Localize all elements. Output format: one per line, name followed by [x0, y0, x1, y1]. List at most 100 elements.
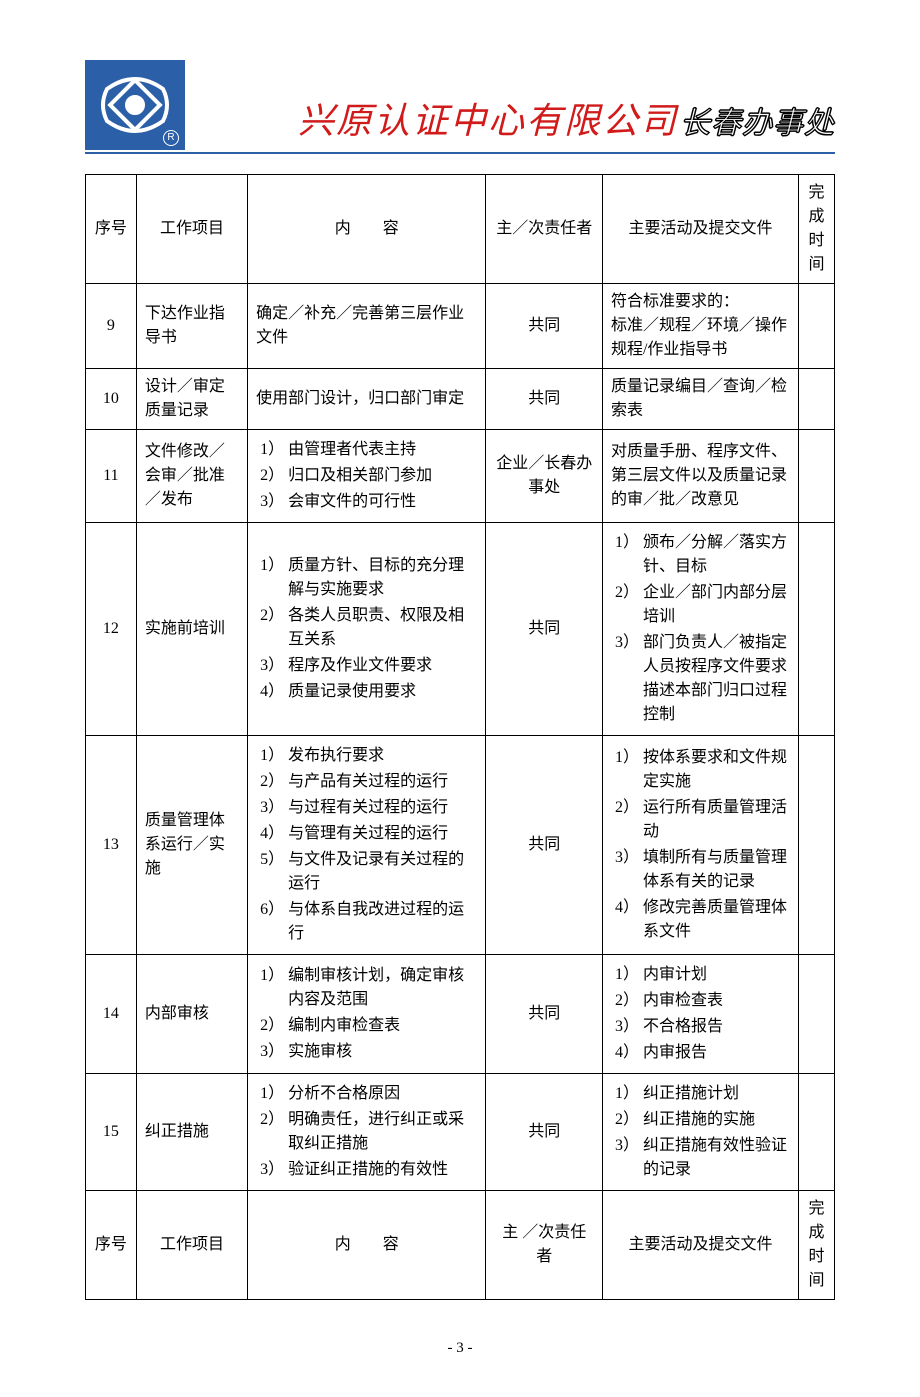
page-header: R 兴原认证中心有限公司 长春办事处 — [85, 60, 835, 154]
cell-content: 1） 由管理者代表主持2） 归口及相关部门参加3） 会审文件的可行性 — [248, 430, 486, 523]
cell-index: 9 — [86, 284, 137, 369]
list-item: 4） 内审报告 — [615, 1041, 790, 1065]
cell-project: 下达作业指导书 — [136, 284, 247, 369]
cell-responsible: 共同 — [486, 736, 603, 955]
cell-activity: 符合标准要求的：标准／规程／环境／操作规程/作业指导书 — [602, 284, 798, 369]
list-item: 1） 分析不合格原因 — [260, 1082, 477, 1106]
col-footer-content: 内 容 — [248, 1191, 486, 1300]
cell-time — [798, 284, 834, 369]
cell-responsible: 共同 — [486, 523, 603, 736]
list-item: 6） 与体系自我改进过程的运行 — [260, 898, 477, 946]
table-row: 10设计／审定质量记录使用部门设计，归口部门审定共同质量记录编目／查询／检索表 — [86, 369, 835, 430]
table-body: 9下达作业指导书确定／补充／完善第三层作业文件共同符合标准要求的：标准／规程／环… — [86, 284, 835, 1191]
list-item: 2） 各类人员职责、权限及相互关系 — [260, 604, 477, 652]
table-row: 9下达作业指导书确定／补充／完善第三层作业文件共同符合标准要求的：标准／规程／环… — [86, 284, 835, 369]
table-row: 15纠正措施1） 分析不合格原因2） 明确责任，进行纠正或采取纠正措施3） 验证… — [86, 1074, 835, 1191]
col-header-time: 完成时间 — [798, 175, 834, 284]
list-item: 3） 纠正措施有效性验证的记录 — [615, 1134, 790, 1182]
list-item: 2） 企业／部门内部分层培训 — [615, 581, 790, 629]
table-row: 14内部审核1） 编制审核计划，确定审核内容及范围2） 编制内审检查表3） 实施… — [86, 955, 835, 1074]
cell-activity: 1） 颁布／分解／落实方针、目标2） 企业／部门内部分层培训3） 部门负责人／被… — [602, 523, 798, 736]
cell-content: 确定／补充／完善第三层作业文件 — [248, 284, 486, 369]
col-header-activity: 主要活动及提交文件 — [602, 175, 798, 284]
list-item: 2） 与产品有关过程的运行 — [260, 770, 477, 794]
cell-responsible: 共同 — [486, 955, 603, 1074]
cell-activity: 质量记录编目／查询／检索表 — [602, 369, 798, 430]
list-item: 2） 纠正措施的实施 — [615, 1108, 790, 1132]
list-item: 1） 由管理者代表主持 — [260, 438, 477, 462]
table-row: 11文件修改／会审／批准／发布1） 由管理者代表主持2） 归口及相关部门参加3）… — [86, 430, 835, 523]
list-item: 5） 与文件及记录有关过程的运行 — [260, 848, 477, 896]
col-header-responsible: 主／次责任者 — [486, 175, 603, 284]
main-table: 序号 工作项目 内 容 主／次责任者 主要活动及提交文件 完成时间 9下达作业指… — [85, 174, 835, 1300]
list-item: 1） 发布执行要求 — [260, 744, 477, 768]
cell-responsible: 企业／长春办事处 — [486, 430, 603, 523]
title-line: 兴原认证中心有限公司 长春办事处 — [215, 92, 835, 150]
col-footer-activity: 主要活动及提交文件 — [602, 1191, 798, 1300]
table-header: 序号 工作项目 内 容 主／次责任者 主要活动及提交文件 完成时间 — [86, 175, 835, 284]
cell-content: 1） 质量方针、目标的充分理解与实施要求2） 各类人员职责、权限及相互关系3） … — [248, 523, 486, 736]
cell-content: 1） 编制审核计划，确定审核内容及范围2） 编制内审检查表3） 实施审核 — [248, 955, 486, 1074]
cell-time — [798, 523, 834, 736]
list-item: 1） 质量方针、目标的充分理解与实施要求 — [260, 554, 477, 602]
cell-time — [798, 955, 834, 1074]
cell-activity: 1） 按体系要求和文件规定实施2） 运行所有质量管理活动3） 填制所有与质量管理… — [602, 736, 798, 955]
list-item: 3） 会审文件的可行性 — [260, 490, 477, 514]
table-row: 12实施前培训1） 质量方针、目标的充分理解与实施要求2） 各类人员职责、权限及… — [86, 523, 835, 736]
cell-content: 1） 发布执行要求2） 与产品有关过程的运行3） 与过程有关过程的运行4） 与管… — [248, 736, 486, 955]
document-page: R 兴原认证中心有限公司 长春办事处 序号 工作项目 内 容 主／次责任者 主要… — [0, 0, 920, 1397]
cell-content: 使用部门设计，归口部门审定 — [248, 369, 486, 430]
col-footer-index: 序号 — [86, 1191, 137, 1300]
list-item: 3） 实施审核 — [260, 1040, 477, 1064]
list-item: 2） 运行所有质量管理活动 — [615, 796, 790, 844]
cell-project: 设计／审定质量记录 — [136, 369, 247, 430]
list-item: 1） 编制审核计划，确定审核内容及范围 — [260, 964, 477, 1012]
table-row: 13质量管理体系运行／实施1） 发布执行要求2） 与产品有关过程的运行3） 与过… — [86, 736, 835, 955]
cell-activity: 1） 内审计划2） 内审检查表3） 不合格报告4） 内审报告 — [602, 955, 798, 1074]
cell-content: 1） 分析不合格原因2） 明确责任，进行纠正或采取纠正措施3） 验证纠正措施的有… — [248, 1074, 486, 1191]
cell-project: 纠正措施 — [136, 1074, 247, 1191]
cell-time — [798, 1074, 834, 1191]
cell-responsible: 共同 — [486, 369, 603, 430]
list-item: 3） 与过程有关过程的运行 — [260, 796, 477, 820]
cell-project: 文件修改／会审／批准／发布 — [136, 430, 247, 523]
cell-time — [798, 369, 834, 430]
list-item: 2） 内审检查表 — [615, 989, 790, 1013]
list-item: 3） 填制所有与质量管理体系有关的记录 — [615, 846, 790, 894]
cell-index: 11 — [86, 430, 137, 523]
logo-icon — [95, 65, 175, 145]
cell-index: 15 — [86, 1074, 137, 1191]
col-header-project: 工作项目 — [136, 175, 247, 284]
cell-activity: 对质量手册、程序文件、第三层文件以及质量记录的审／批／改意见 — [602, 430, 798, 523]
cell-responsible: 共同 — [486, 284, 603, 369]
list-item: 2） 归口及相关部门参加 — [260, 464, 477, 488]
col-footer-project: 工作项目 — [136, 1191, 247, 1300]
cell-time — [798, 430, 834, 523]
list-item: 4） 与管理有关过程的运行 — [260, 822, 477, 846]
company-name: 兴原认证中心有限公司 — [298, 92, 678, 144]
cell-activity: 1） 纠正措施计划2） 纠正措施的实施3） 纠正措施有效性验证的记录 — [602, 1074, 798, 1191]
branch-name: 长春办事处 — [680, 98, 835, 142]
cell-project: 内部审核 — [136, 955, 247, 1074]
list-item: 3） 不合格报告 — [615, 1015, 790, 1039]
col-header-index: 序号 — [86, 175, 137, 284]
list-item: 4） 质量记录使用要求 — [260, 680, 477, 704]
col-footer-responsible: 主 ／次责任者 — [486, 1191, 603, 1300]
page-number: - 3 - — [85, 1340, 835, 1357]
list-item: 2） 明确责任，进行纠正或采取纠正措施 — [260, 1108, 477, 1156]
list-item: 4） 修改完善质量管理体系文件 — [615, 896, 790, 944]
registered-icon: R — [163, 130, 179, 146]
list-item: 1） 纠正措施计划 — [615, 1082, 790, 1106]
list-item: 3） 部门负责人／被指定人员按程序文件要求描述本部门归口过程控制 — [615, 631, 790, 727]
list-item: 1） 颁布／分解／落实方针、目标 — [615, 531, 790, 579]
cell-project: 质量管理体系运行／实施 — [136, 736, 247, 955]
list-item: 1） 按体系要求和文件规定实施 — [615, 746, 790, 794]
list-item: 3） 验证纠正措施的有效性 — [260, 1158, 477, 1182]
list-item: 2） 编制内审检查表 — [260, 1014, 477, 1038]
table-footer: 序号 工作项目 内 容 主 ／次责任者 主要活动及提交文件 完成时间 — [86, 1191, 835, 1300]
cell-time — [798, 736, 834, 955]
cell-index: 13 — [86, 736, 137, 955]
col-footer-time: 完成时间 — [798, 1191, 834, 1300]
cell-responsible: 共同 — [486, 1074, 603, 1191]
company-logo: R — [85, 60, 185, 150]
